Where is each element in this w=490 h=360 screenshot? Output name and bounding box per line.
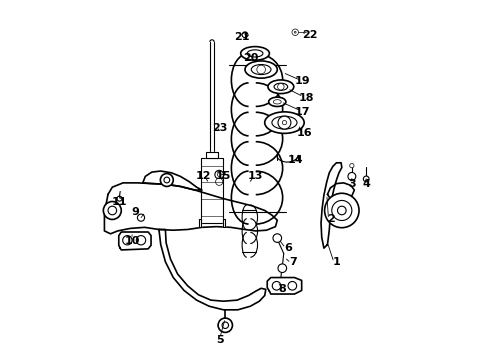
Circle shape: [103, 202, 122, 220]
Text: 11: 11: [112, 197, 127, 207]
Polygon shape: [143, 171, 202, 190]
Polygon shape: [321, 163, 342, 248]
Polygon shape: [327, 183, 354, 199]
Text: 21: 21: [234, 32, 249, 41]
Text: 1: 1: [333, 257, 341, 267]
Circle shape: [136, 235, 146, 245]
Circle shape: [215, 170, 223, 179]
Circle shape: [278, 116, 291, 129]
Circle shape: [273, 234, 282, 242]
Text: 13: 13: [248, 171, 264, 181]
Circle shape: [332, 201, 352, 221]
Text: 19: 19: [294, 76, 310, 86]
Text: 22: 22: [302, 30, 318, 40]
Polygon shape: [199, 219, 201, 227]
Text: 6: 6: [284, 243, 292, 253]
Polygon shape: [205, 152, 219, 158]
Text: 3: 3: [349, 179, 356, 189]
Circle shape: [364, 176, 369, 182]
Circle shape: [292, 29, 298, 36]
Text: 2: 2: [327, 215, 335, 224]
Circle shape: [257, 65, 266, 74]
Text: 17: 17: [294, 107, 310, 117]
Text: 12: 12: [196, 171, 212, 181]
Text: 5: 5: [216, 334, 224, 345]
Circle shape: [222, 322, 228, 328]
Circle shape: [160, 174, 173, 186]
Circle shape: [278, 84, 284, 90]
Polygon shape: [159, 229, 266, 310]
Text: 14: 14: [288, 155, 303, 165]
Text: 8: 8: [279, 284, 287, 294]
Text: 9: 9: [132, 207, 140, 217]
Circle shape: [272, 282, 281, 290]
Circle shape: [242, 32, 248, 38]
Ellipse shape: [274, 83, 288, 90]
Circle shape: [350, 163, 354, 168]
Ellipse shape: [251, 64, 271, 75]
Text: 20: 20: [243, 53, 258, 63]
Text: 7: 7: [290, 257, 297, 267]
Polygon shape: [267, 278, 302, 294]
Ellipse shape: [241, 46, 270, 60]
Circle shape: [324, 193, 359, 228]
Ellipse shape: [245, 61, 277, 78]
Text: 15: 15: [216, 171, 231, 181]
Text: 10: 10: [124, 236, 140, 246]
Circle shape: [282, 121, 287, 125]
Ellipse shape: [268, 80, 294, 94]
Text: 16: 16: [296, 129, 312, 138]
Text: 18: 18: [298, 93, 314, 103]
Polygon shape: [119, 232, 151, 250]
Ellipse shape: [269, 97, 286, 107]
Ellipse shape: [265, 112, 304, 134]
Polygon shape: [104, 183, 277, 234]
Circle shape: [216, 178, 223, 185]
Circle shape: [117, 196, 122, 201]
Circle shape: [218, 173, 221, 176]
Circle shape: [164, 177, 170, 183]
Circle shape: [348, 172, 356, 180]
Polygon shape: [223, 219, 224, 227]
Circle shape: [122, 235, 132, 245]
Circle shape: [218, 318, 232, 332]
Circle shape: [338, 206, 346, 215]
Circle shape: [137, 214, 145, 221]
Text: 4: 4: [363, 179, 371, 189]
Ellipse shape: [273, 100, 281, 104]
Circle shape: [108, 206, 117, 215]
Ellipse shape: [272, 116, 297, 129]
Text: 23: 23: [212, 123, 227, 133]
Circle shape: [288, 282, 296, 290]
Polygon shape: [201, 158, 223, 223]
Ellipse shape: [247, 50, 263, 57]
Circle shape: [278, 264, 287, 273]
